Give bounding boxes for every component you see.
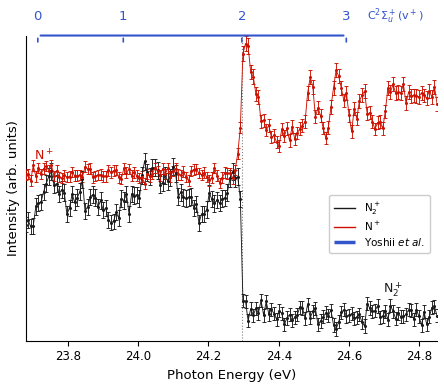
Text: 3: 3: [342, 11, 351, 23]
Text: N$_2^+$: N$_2^+$: [383, 280, 402, 299]
Legend: N$_2^+$, N$^+$, Yoshii ​$et$ $al$.: N$_2^+$, N$^+$, Yoshii ​$et$ $al$.: [329, 195, 430, 253]
X-axis label: Photon Energy (eV): Photon Energy (eV): [166, 369, 296, 382]
Text: 1: 1: [119, 11, 127, 23]
Text: 0: 0: [34, 11, 42, 23]
Text: 2: 2: [238, 11, 246, 23]
Text: N$^+$: N$^+$: [34, 148, 54, 163]
Text: C$^2\Sigma_u^+$(v$^+$): C$^2\Sigma_u^+$(v$^+$): [367, 7, 423, 26]
Y-axis label: Intensity (arb. units): Intensity (arb. units): [7, 120, 20, 256]
